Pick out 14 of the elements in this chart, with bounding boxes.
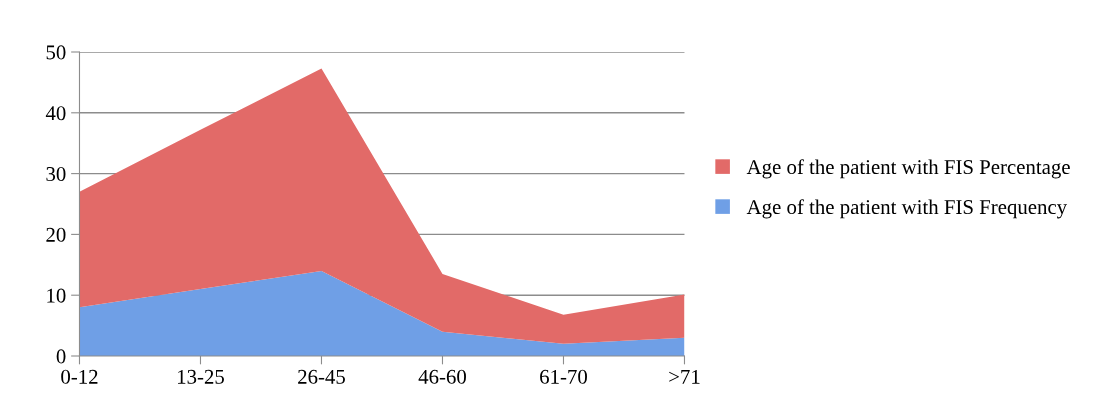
x-tick-label: 46-60 <box>418 369 466 384</box>
x-tick-label: 26-45 <box>298 369 345 384</box>
y-tick-label: 30 <box>46 166 66 182</box>
legend-label: Age of the patient with FIS Frequency <box>746 199 1068 219</box>
x-tick-label: 13-25 <box>178 369 224 384</box>
y-tick-label: 0 <box>56 349 66 364</box>
x-tick-label: 61-70 <box>540 369 587 384</box>
y-tick-label: 20 <box>46 227 66 242</box>
x-tick-label: 0-12 <box>61 369 98 384</box>
y-tick-label: 50 <box>46 45 66 60</box>
y-tick-label: 40 <box>45 106 66 121</box>
legend-label: Age of the patient with FIS Percentage <box>746 159 1070 179</box>
x-tick-label: >71 <box>669 369 700 384</box>
y-tick-label: 10 <box>47 288 66 303</box>
